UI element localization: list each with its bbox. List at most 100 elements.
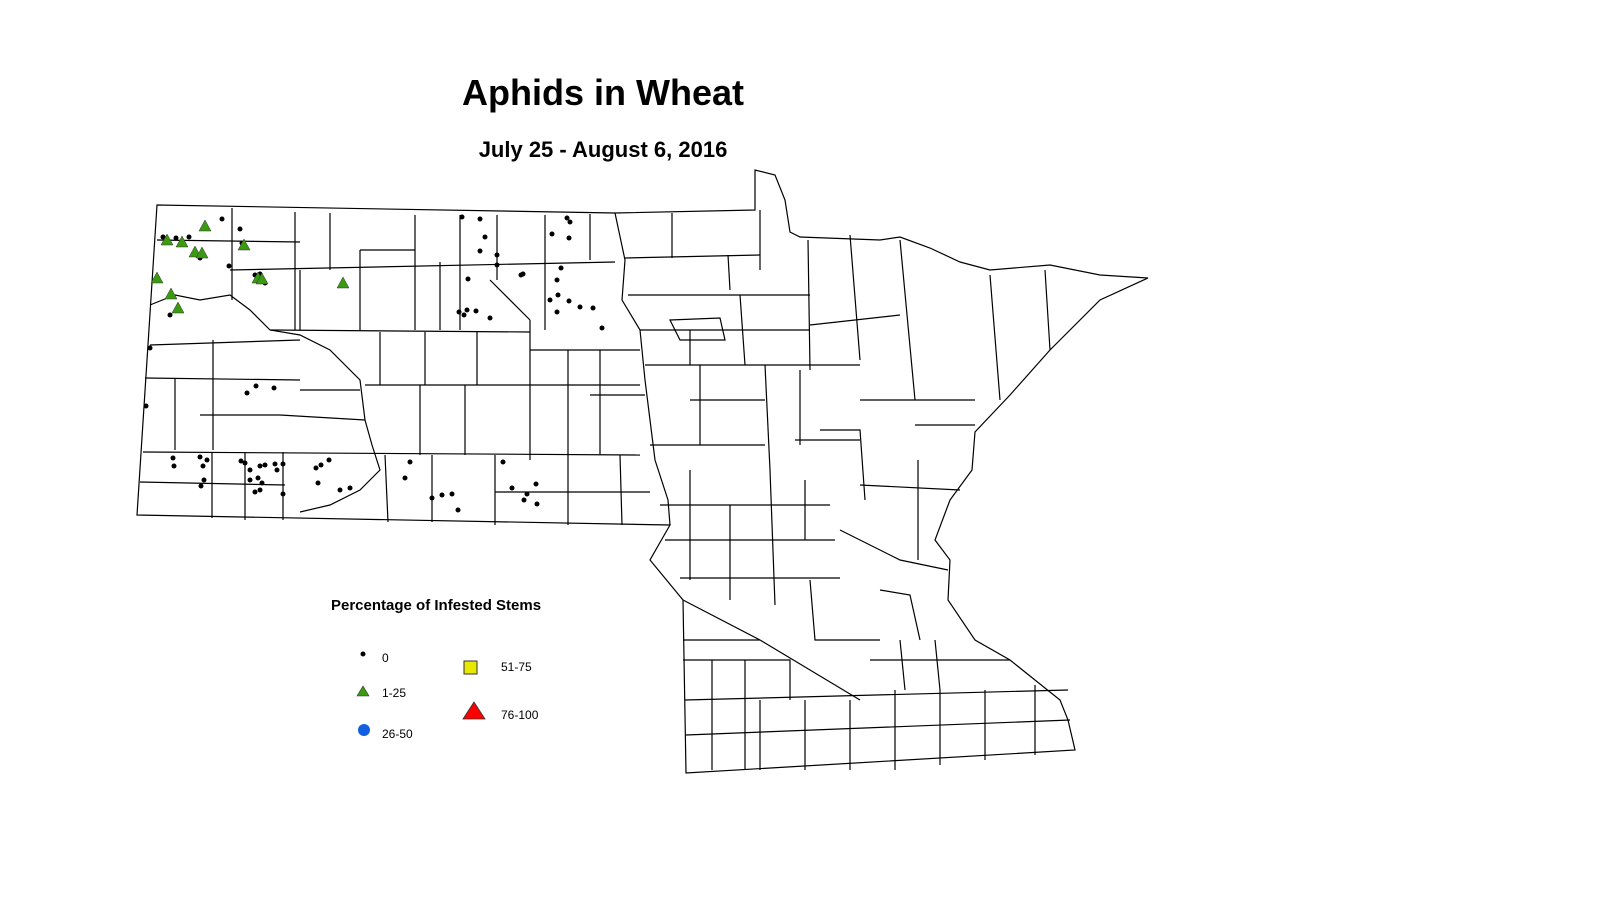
nd-county-line — [489, 279, 531, 321]
nd-county-line — [156, 239, 301, 243]
mn-county-line — [859, 484, 961, 491]
site-0-percent — [253, 383, 259, 389]
site-0-percent — [272, 461, 278, 467]
site-0-percent — [524, 491, 530, 497]
mn-county-line — [839, 529, 949, 571]
site-0-percent — [465, 276, 471, 282]
site-0-percent — [558, 265, 564, 271]
nd-county-line — [279, 414, 366, 421]
site-0-percent — [487, 315, 493, 321]
site-0-percent — [186, 234, 192, 240]
site-0-percent — [242, 460, 248, 466]
mn-county-line — [624, 254, 761, 259]
site-0-percent — [566, 298, 572, 304]
mn-county-line — [849, 234, 861, 361]
nd-county-line — [229, 261, 616, 271]
mn-county-line — [769, 469, 776, 606]
legend-label-76-100: 76-100 — [501, 708, 539, 722]
site-0-percent — [534, 501, 540, 507]
site-1-25-percent — [198, 219, 212, 232]
site-1-25-percent — [237, 238, 251, 251]
site-0-percent — [567, 219, 573, 225]
mn-county-line — [934, 639, 941, 691]
site-0-percent — [554, 277, 560, 283]
legend-label-0: 0 — [382, 651, 389, 665]
site-1-25-percent — [255, 272, 269, 285]
site-0-percent — [549, 231, 555, 237]
site-0-percent — [326, 457, 332, 463]
site-0-percent — [198, 483, 204, 489]
mn-county-line — [669, 317, 726, 341]
site-0-percent — [347, 485, 353, 491]
mn-county-line — [820, 429, 866, 501]
site-0-percent — [147, 345, 153, 351]
nd-county-line — [384, 454, 389, 523]
site-0-percent — [219, 216, 225, 222]
site-0-percent — [473, 308, 479, 314]
site-0-percent — [313, 465, 319, 471]
site-0-percent — [226, 263, 232, 269]
site-0-percent — [449, 491, 455, 497]
site-0-percent — [259, 480, 265, 486]
site-0-percent — [590, 305, 596, 311]
mn-county-line — [899, 639, 906, 691]
site-0-percent — [533, 481, 539, 487]
site-1-25-percent — [171, 301, 185, 314]
site-0-percent — [407, 459, 413, 465]
mn-county-line — [727, 254, 731, 291]
site-0-percent — [439, 492, 445, 498]
site-0-percent — [494, 262, 500, 268]
mn-county-line — [809, 579, 880, 641]
legend-label-1-25: 1-25 — [382, 686, 407, 700]
site-0-percent — [494, 252, 500, 258]
site-0-percent — [318, 462, 324, 468]
mn-county-line — [682, 599, 861, 701]
site-0-percent — [143, 403, 149, 409]
site-0-percent — [197, 454, 203, 460]
site-0-percent — [456, 309, 462, 315]
site-0-percent — [171, 463, 177, 469]
site-0-percent — [257, 463, 263, 469]
mn-county-line — [989, 274, 1001, 401]
mn-county-line — [879, 589, 921, 641]
site-0-percent — [204, 457, 210, 463]
mn-county-line — [683, 659, 791, 700]
site-0-percent — [337, 487, 343, 493]
site-0-percent — [173, 235, 179, 241]
state-outline — [136, 169, 1149, 774]
mn-county-line — [684, 689, 1069, 701]
nd-county-line — [144, 377, 301, 381]
site-0-percent — [564, 215, 570, 221]
site-1-25-percent — [195, 246, 209, 259]
site-0-percent — [500, 459, 506, 465]
site-0-percent — [280, 491, 286, 497]
nd-county-line — [142, 451, 641, 456]
site-0-percent — [509, 485, 515, 491]
mn-county-line — [809, 314, 901, 326]
site-1-25-percent — [160, 233, 174, 246]
site-0-percent — [200, 463, 206, 469]
site-0-percent — [520, 271, 526, 277]
site-0-percent — [237, 226, 243, 232]
site-0-percent — [247, 467, 253, 473]
map-title: Aphids in Wheat — [462, 72, 744, 113]
mn-county-line — [1044, 269, 1051, 351]
map-subtitle: July 25 - August 6, 2016 — [478, 137, 728, 162]
site-0-percent — [274, 467, 280, 473]
site-0-percent — [482, 234, 488, 240]
site-0-percent — [257, 487, 263, 493]
mn-county-line — [899, 239, 916, 401]
site-0-percent — [244, 390, 250, 396]
nd-county-line — [149, 339, 301, 346]
site-0-percent — [262, 462, 268, 468]
site-0-percent — [315, 480, 321, 486]
site-0-percent — [577, 304, 583, 310]
mn-county-line — [764, 364, 771, 471]
site-0-percent — [547, 297, 553, 303]
site-0-percent — [252, 489, 258, 495]
site-0-percent — [554, 309, 560, 315]
site-0-percent — [201, 477, 207, 483]
nd-county-line — [269, 329, 531, 333]
site-0-percent — [271, 385, 277, 391]
